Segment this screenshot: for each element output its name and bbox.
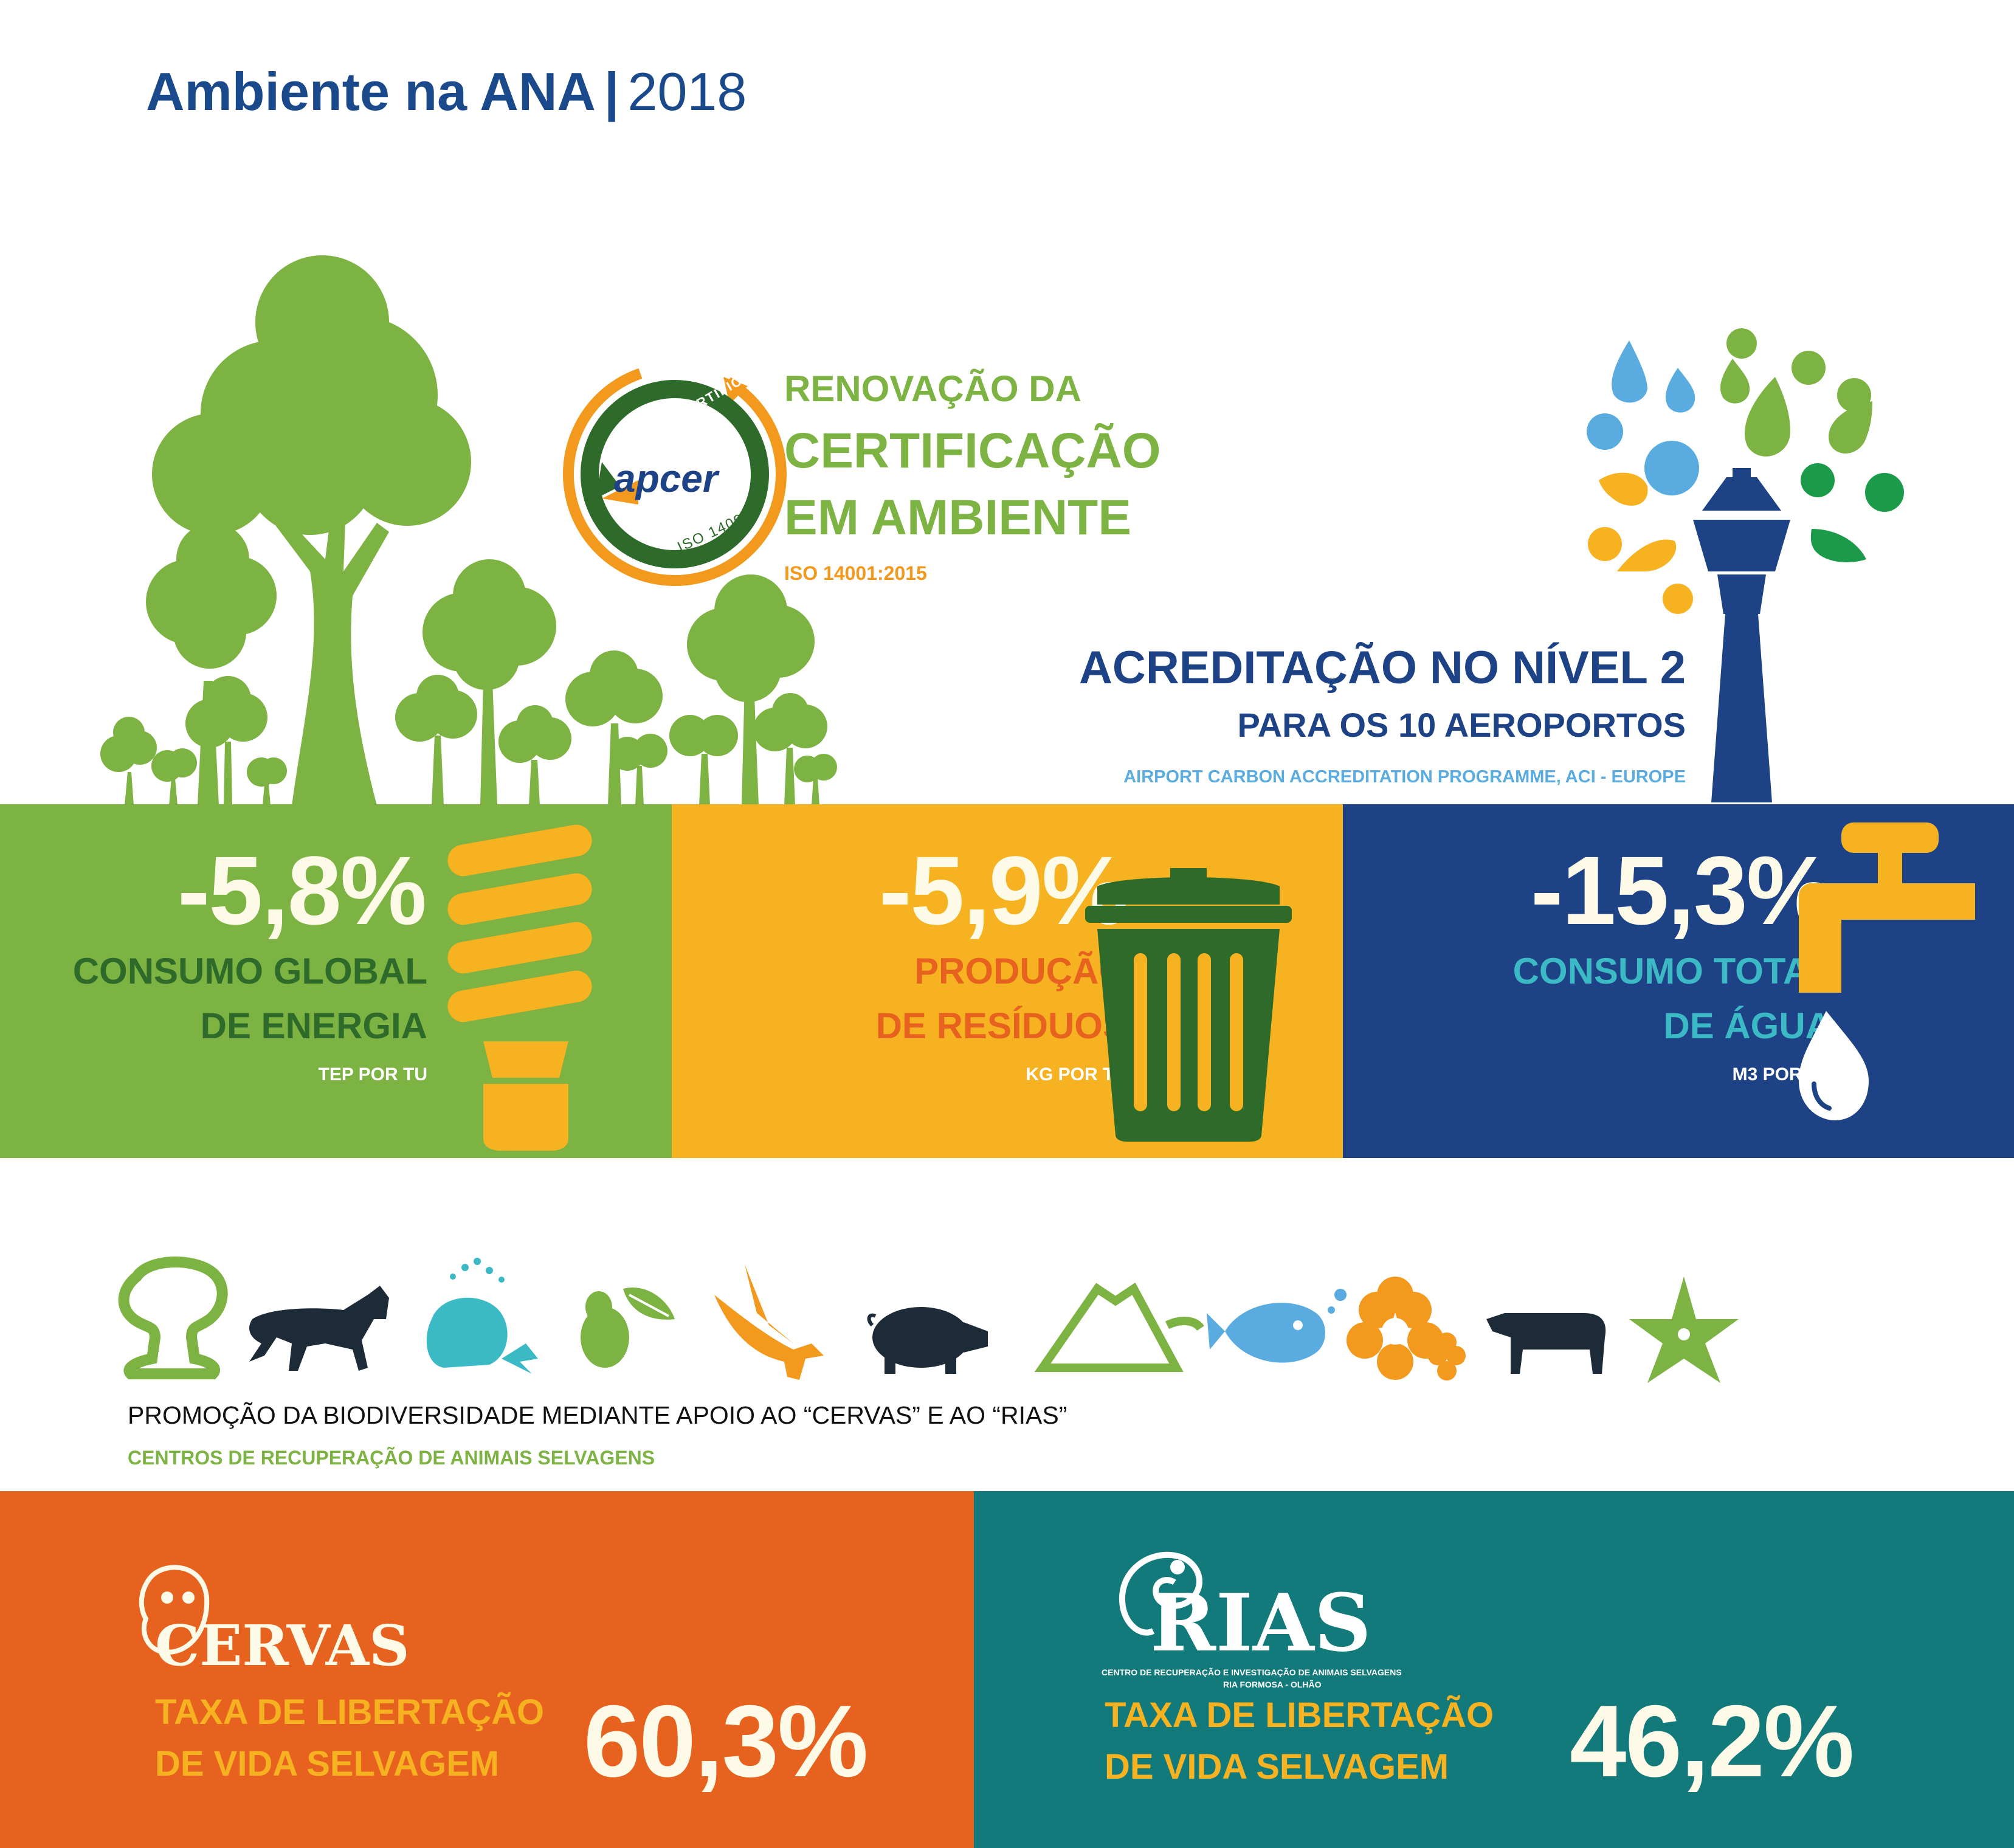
- rias-value: 46,2%: [1570, 1684, 1854, 1798]
- metric-energy-label-1: CONSUMO GLOBAL: [72, 951, 427, 991]
- cert-line-2: CERTIFICAÇÃO: [784, 423, 1161, 478]
- pig-icon: [867, 1307, 988, 1374]
- metric-energy-label-2: DE ENERGIA: [200, 1005, 427, 1046]
- cervas-panel: CERVAS TAXA DE LIBERTAÇÃO DE VIDA SELVAG…: [0, 1491, 974, 1848]
- cert-standard: ISO 14001:2015: [784, 562, 927, 584]
- cert-line-1: RENOVAÇÃO DA: [784, 368, 1081, 409]
- cow-icon: [1486, 1313, 1606, 1374]
- owl-logo-icon: [139, 1565, 210, 1655]
- metric-waste-value: -5,9%: [879, 836, 1128, 945]
- water-tap-icon: [1799, 822, 1975, 1120]
- rias-logo-sub-1: CENTRO DE RECUPERAÇÃO E INVESTIGAÇÃO DE …: [1102, 1667, 1402, 1677]
- chameleon-logo-icon: [1119, 1551, 1202, 1636]
- page-title: Ambiente na ANA | 2018: [146, 61, 747, 123]
- metric-water-label-2: DE ÁGUA: [1663, 1005, 1832, 1046]
- rias-label-2: DE VIDA SELVAGEM: [1105, 1747, 1449, 1787]
- biodiversity-heading: PROMOÇÃO DA BIODIVERSIDADE MEDIANTE APOI…: [128, 1401, 1067, 1429]
- apcer-badge-icon: [563, 362, 787, 586]
- rias-logo-sub-2: RIA FORMOSA - OLHÃO: [1223, 1680, 1322, 1689]
- cervas-label-2: DE VIDA SELVAGEM: [155, 1744, 500, 1784]
- fish-icon: [1207, 1289, 1347, 1363]
- cert-line-3: EM AMBIENTE: [784, 490, 1131, 545]
- trees-illustration: [100, 255, 837, 805]
- badge-brand: apcer: [614, 457, 718, 500]
- title-year: 2018: [627, 61, 747, 122]
- control-tower-icon: [1587, 328, 1904, 802]
- metric-water-value: -15,3%: [1531, 836, 1833, 945]
- accreditation-line-2: PARA OS 10 AEROPORTOS: [1237, 706, 1686, 744]
- accreditation-line-1: ACREDITAÇÃO NO NÍVEL 2: [1079, 642, 1686, 694]
- metric-energy-value: -5,8%: [178, 836, 427, 945]
- rias-panel: RIAS CENTRO DE RECUPERAÇÃO E INVESTIGAÇÃ…: [974, 1491, 2014, 1848]
- metric-energy-unit: TEP POR TU: [318, 1064, 427, 1084]
- cervas-value: 60,3%: [584, 1684, 868, 1798]
- olive-icon: [581, 1288, 675, 1368]
- rias-logo: RIAS: [1150, 1576, 1371, 1669]
- title-separator: |: [604, 61, 619, 122]
- trash-can-icon: [1085, 868, 1292, 1142]
- mountain-icon: [1034, 1282, 1204, 1372]
- title-main: Ambiente na ANA: [146, 61, 596, 122]
- cervas-label-1: TAXA DE LIBERTAÇÃO: [155, 1692, 545, 1732]
- biodiversity-subheading: CENTROS DE RECUPERAÇÃO DE ANIMAIS SELVAG…: [128, 1447, 655, 1469]
- flower-icon: [1347, 1277, 1466, 1381]
- metric-water-panel: -15,3% CONSUMO TOTAL DE ÁGUA M3 POR TU: [1343, 804, 2014, 1158]
- light-bulb-icon: [447, 824, 592, 1151]
- cervas-logo: CERVAS: [155, 1613, 410, 1678]
- starfish-icon: [1629, 1277, 1739, 1383]
- rias-label-1: TAXA DE LIBERTAÇÃO: [1105, 1695, 1494, 1735]
- accreditation-program: AIRPORT CARBON ACCREDITATION PROGRAMME, …: [1123, 767, 1686, 787]
- metric-waste-label-1: PRODUÇÃO: [914, 951, 1127, 991]
- metric-water-label-1: CONSUMO TOTAL: [1512, 951, 1832, 991]
- metric-energy-panel: -5,8% CONSUMO GLOBAL DE ENERGIA TEP POR …: [0, 804, 672, 1158]
- eagle-icon: [714, 1264, 824, 1380]
- metric-waste-label-2: DE RESÍDUOS: [875, 1005, 1127, 1046]
- whale-icon: [426, 1258, 538, 1374]
- metric-waste-panel: -5,9% PRODUÇÃO DE RESÍDUOS KG POR TU: [672, 804, 1343, 1158]
- tree-outline-icon: [118, 1257, 228, 1379]
- horse-icon: [249, 1286, 389, 1371]
- biodiversity-icons-row: [118, 1257, 1739, 1383]
